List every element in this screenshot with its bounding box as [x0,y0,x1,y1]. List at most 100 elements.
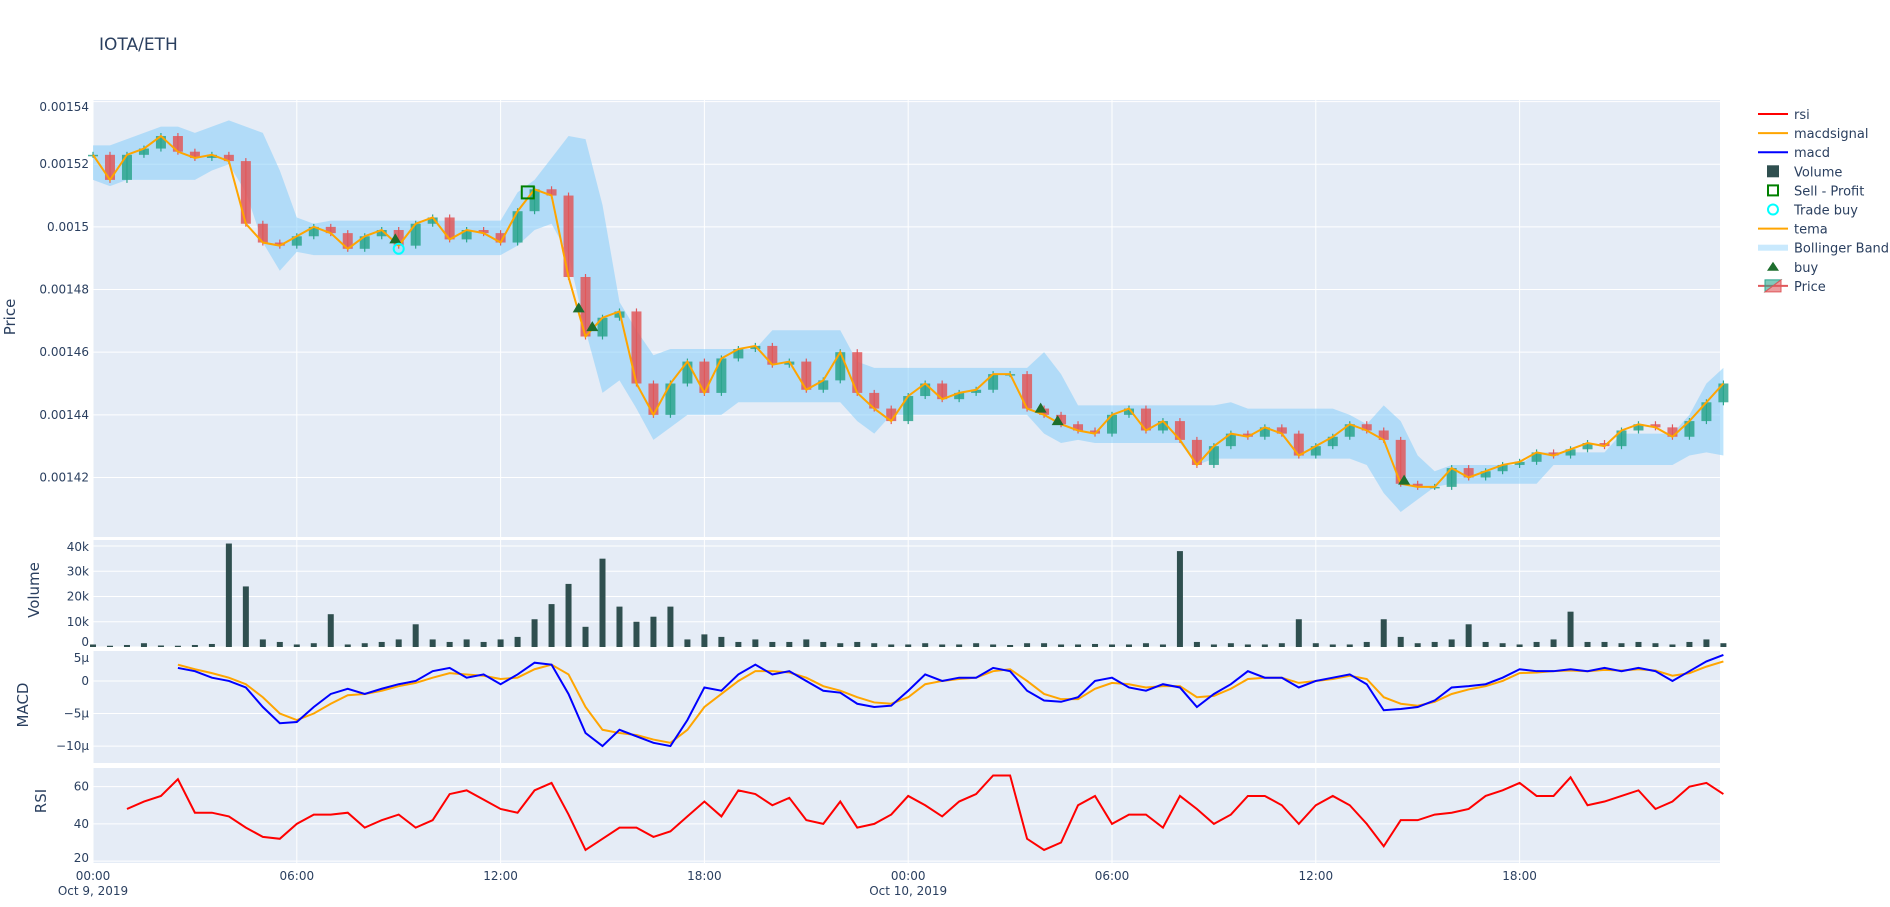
macd-axis-label: MACD [14,683,32,728]
volume-y-tick-label: 20k [67,590,89,604]
macd-y-tick-label: −5µ [64,707,90,721]
rsi-y-tick-label: 60 [74,780,89,794]
volume-bar [1295,619,1302,647]
bollinger-band [93,120,1724,512]
candle-increasing [920,383,931,397]
volume-bar [225,543,232,647]
volume-bar [259,639,266,647]
price-y-tick-label: 0.00146 [39,345,89,359]
candle-decreasing [852,352,863,393]
volume-bar [820,641,827,647]
volume-plot-area [93,540,1720,647]
volume-bar [1584,641,1591,647]
candle-decreasing [1073,424,1084,431]
candle-increasing [427,217,438,224]
volume-bar [157,645,164,647]
legend-item-tema[interactable]: tema [1758,223,1828,238]
legend-item-macdsignal[interactable]: macdsignal [1758,127,1868,142]
macd-y-tick-label: 0 [81,674,89,688]
volume-bar [174,645,181,647]
candle-decreasing [1548,452,1559,456]
candle-decreasing [1090,430,1101,434]
legend-item-bollinger-band[interactable]: Bollinger Band [1758,242,1889,257]
price-y-tick-label: 0.00148 [39,283,89,297]
candle-decreasing [648,383,659,415]
legend-item-buy[interactable]: buy [1767,261,1818,276]
volume-bar [90,644,96,647]
candle-increasing [1106,414,1117,434]
volume-y-tick-label: 10k [67,615,89,629]
rsi-plot-area [93,768,1720,863]
volume-bar [1244,644,1251,647]
candle-decreasing [1056,414,1067,425]
x-tick-label: 06:00 [280,869,315,883]
volume-bar [667,606,674,647]
buy-marker [1398,474,1411,485]
volume-bar [412,624,419,647]
volume-bar [1635,641,1642,647]
volume-bar [140,643,147,647]
volume-bar [1261,644,1268,647]
tema-line [92,134,1725,488]
legend-item-volume[interactable]: Volume [1767,165,1842,180]
candle-increasing [206,154,217,158]
candle-decreasing [342,233,353,249]
rsi-line [126,774,1724,852]
volume-bar [1533,641,1540,647]
legend-item-macd[interactable]: macd [1758,146,1830,161]
buy-marker [1034,402,1047,413]
legend-item-price[interactable]: Price [1758,278,1826,295]
volume-bar [1686,641,1693,647]
legend[interactable]: rsi macdsignal macd Volume Sell - Profit Trad… [1758,108,1889,295]
candle-decreasing [274,242,285,246]
volume-bar [123,644,130,647]
candle-increasing [1310,446,1321,456]
candle-increasing [529,189,540,212]
legend-label: Sell - Profit [1794,184,1864,199]
volume-bar [650,616,657,647]
volume-bar [1669,644,1676,647]
volume-bar [480,641,487,647]
volume-bar [1703,639,1710,647]
volume-bar [1720,643,1727,647]
legend-item-trade-buy[interactable]: Trade buy [1767,203,1858,219]
volume-bar [1092,643,1099,647]
candle-increasing [1344,424,1355,437]
candle-decreasing [1599,443,1610,447]
rsi-axis-label: RSI [32,789,50,813]
legend-item-rsi[interactable]: rsi [1758,108,1810,123]
volume-bar [1159,644,1166,647]
candle-decreasing [1650,424,1661,428]
candle-increasing [1123,408,1134,415]
legend-label: tema [1794,223,1828,238]
volume-bar [1652,643,1659,647]
candle-decreasing [223,154,234,162]
legend-label: Volume [1794,165,1842,180]
legend-candle-down-icon [1763,278,1782,293]
volume-bar [854,641,861,647]
volume-bar [1312,643,1319,647]
volume-bar [1499,643,1506,647]
candle-decreasing [580,276,591,337]
buy-marker [586,321,599,332]
candle-increasing [988,374,999,390]
legend-item-sell-profit[interactable]: Sell - Profit [1767,184,1864,199]
volume-bar [446,641,453,647]
candle-increasing [954,392,965,400]
buy-marker [389,233,402,244]
candle-decreasing [1022,374,1033,409]
legend-label: Price [1794,280,1826,295]
volume-bar [582,626,589,647]
candle-decreasing [1395,439,1406,484]
candle-increasing [1225,433,1236,447]
macd-line [177,653,1724,748]
rsi-y-tick-label: 40 [74,817,89,831]
volume-bar [1058,644,1065,647]
volume-bar [956,644,963,647]
candle-increasing [1259,427,1270,437]
volume-bar [463,639,470,647]
candle-increasing [512,211,523,243]
candle-increasing [1157,421,1168,431]
legend-square-open-icon [1767,184,1779,197]
candle-increasing [308,226,319,237]
